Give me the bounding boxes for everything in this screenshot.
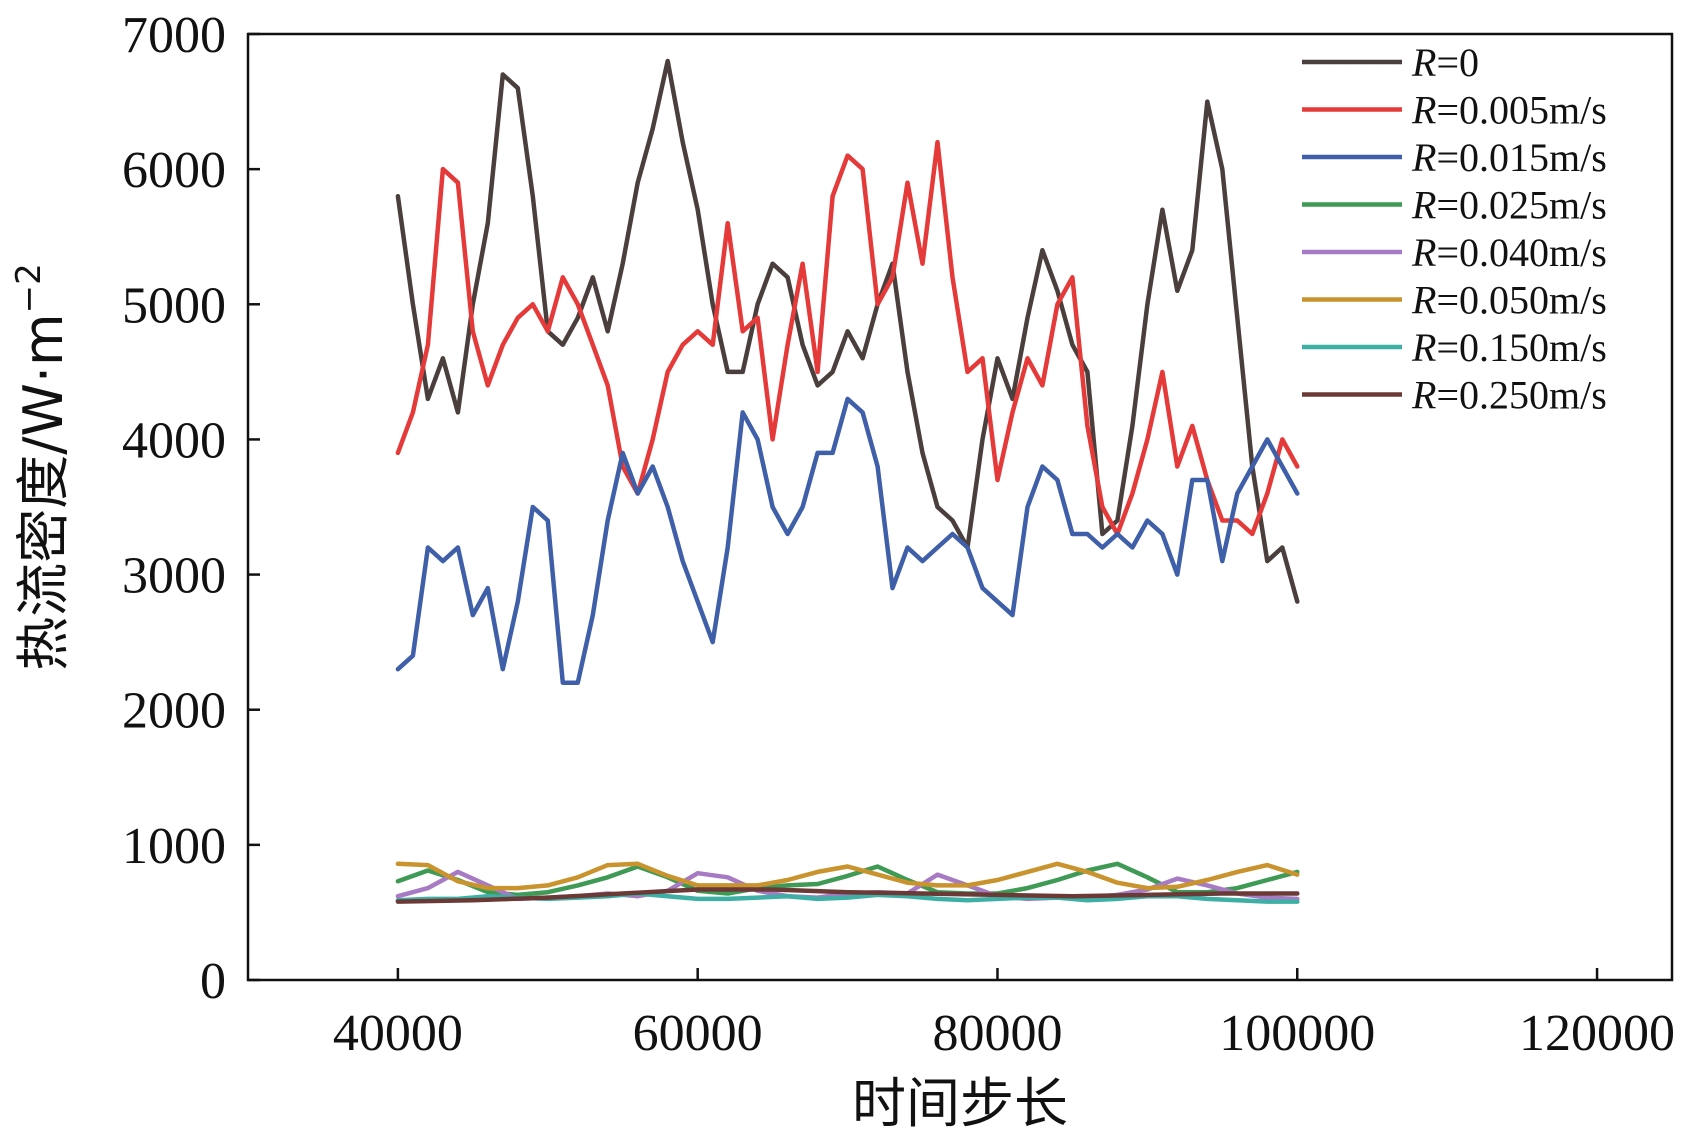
legend-label-value: =0.015m/s	[1436, 135, 1606, 180]
legend-label-2: R=0.015m/s	[1411, 135, 1607, 180]
series-line-2	[395, 396, 1300, 685]
legend-label-symbol: R	[1411, 278, 1436, 323]
x-tick-label: 80000	[932, 1005, 1062, 1062]
legend-label-value: =0.150m/s	[1436, 325, 1606, 370]
legend-label-value: =0.005m/s	[1436, 88, 1606, 133]
y-axis-title-exponent: −2	[9, 263, 49, 313]
x-tick-label: 40000	[333, 1005, 463, 1062]
series-line-3	[395, 861, 1300, 898]
legend-label-value: =0	[1436, 40, 1479, 85]
y-tick-label: 6000	[122, 142, 226, 199]
y-axis-title: 热流密度/W·m−2	[9, 263, 75, 670]
legend-label-1: R=0.005m/s	[1411, 88, 1607, 133]
series-line-7	[395, 887, 1300, 904]
legend-label-value: =0.025m/s	[1436, 183, 1606, 228]
y-tick-label: 2000	[122, 683, 226, 740]
y-tick-label: 5000	[122, 277, 226, 334]
x-tick-label: 120000	[1519, 1005, 1675, 1062]
legend-label-0: R=0	[1411, 40, 1479, 85]
legend-label-symbol: R	[1411, 88, 1436, 133]
legend-label-3: R=0.025m/s	[1411, 183, 1607, 228]
plot-frame	[246, 32, 1674, 982]
y-tick-label: 3000	[122, 548, 226, 605]
axis-ticks: 40000 60000 80000 100000 120000 0 1000 2000 3000…	[122, 7, 1675, 1062]
legend-label-symbol: R	[1411, 373, 1436, 418]
x-tick-label: 100000	[1219, 1005, 1375, 1062]
legend-label-4: R=0.040m/s	[1411, 230, 1607, 275]
legend-label-value: =0.050m/s	[1436, 278, 1606, 323]
y-tick-label: 4000	[122, 412, 226, 469]
legend-label-7: R=0.250m/s	[1411, 373, 1607, 418]
y-axis-title-main: 热流密度/W·m	[12, 313, 75, 670]
legend-label-value: =0.040m/s	[1436, 230, 1606, 275]
legend-label-5: R=0.050m/s	[1411, 278, 1607, 323]
y-tick-label: 0	[200, 953, 226, 1010]
y-tick-label: 7000	[122, 7, 226, 64]
legend-label-symbol: R	[1411, 40, 1436, 85]
legend-label-symbol: R	[1411, 135, 1436, 180]
series-lines	[395, 58, 1300, 904]
legend-label-value: =0.250m/s	[1436, 373, 1606, 418]
legend-label-6: R=0.150m/s	[1411, 325, 1607, 370]
series-line-5	[395, 861, 1300, 891]
y-tick-label: 1000	[122, 818, 226, 875]
x-tick-label: 60000	[633, 1005, 763, 1062]
legend-label-symbol: R	[1411, 230, 1436, 275]
legend: R=0R=0.005m/sR=0.015m/sR=0.025m/sR=0.040…	[1302, 40, 1607, 418]
series-line-1	[395, 139, 1300, 537]
legend-label-symbol: R	[1411, 183, 1436, 228]
x-axis-title: 时间步长	[852, 1072, 1068, 1135]
legend-label-symbol: R	[1411, 325, 1436, 370]
